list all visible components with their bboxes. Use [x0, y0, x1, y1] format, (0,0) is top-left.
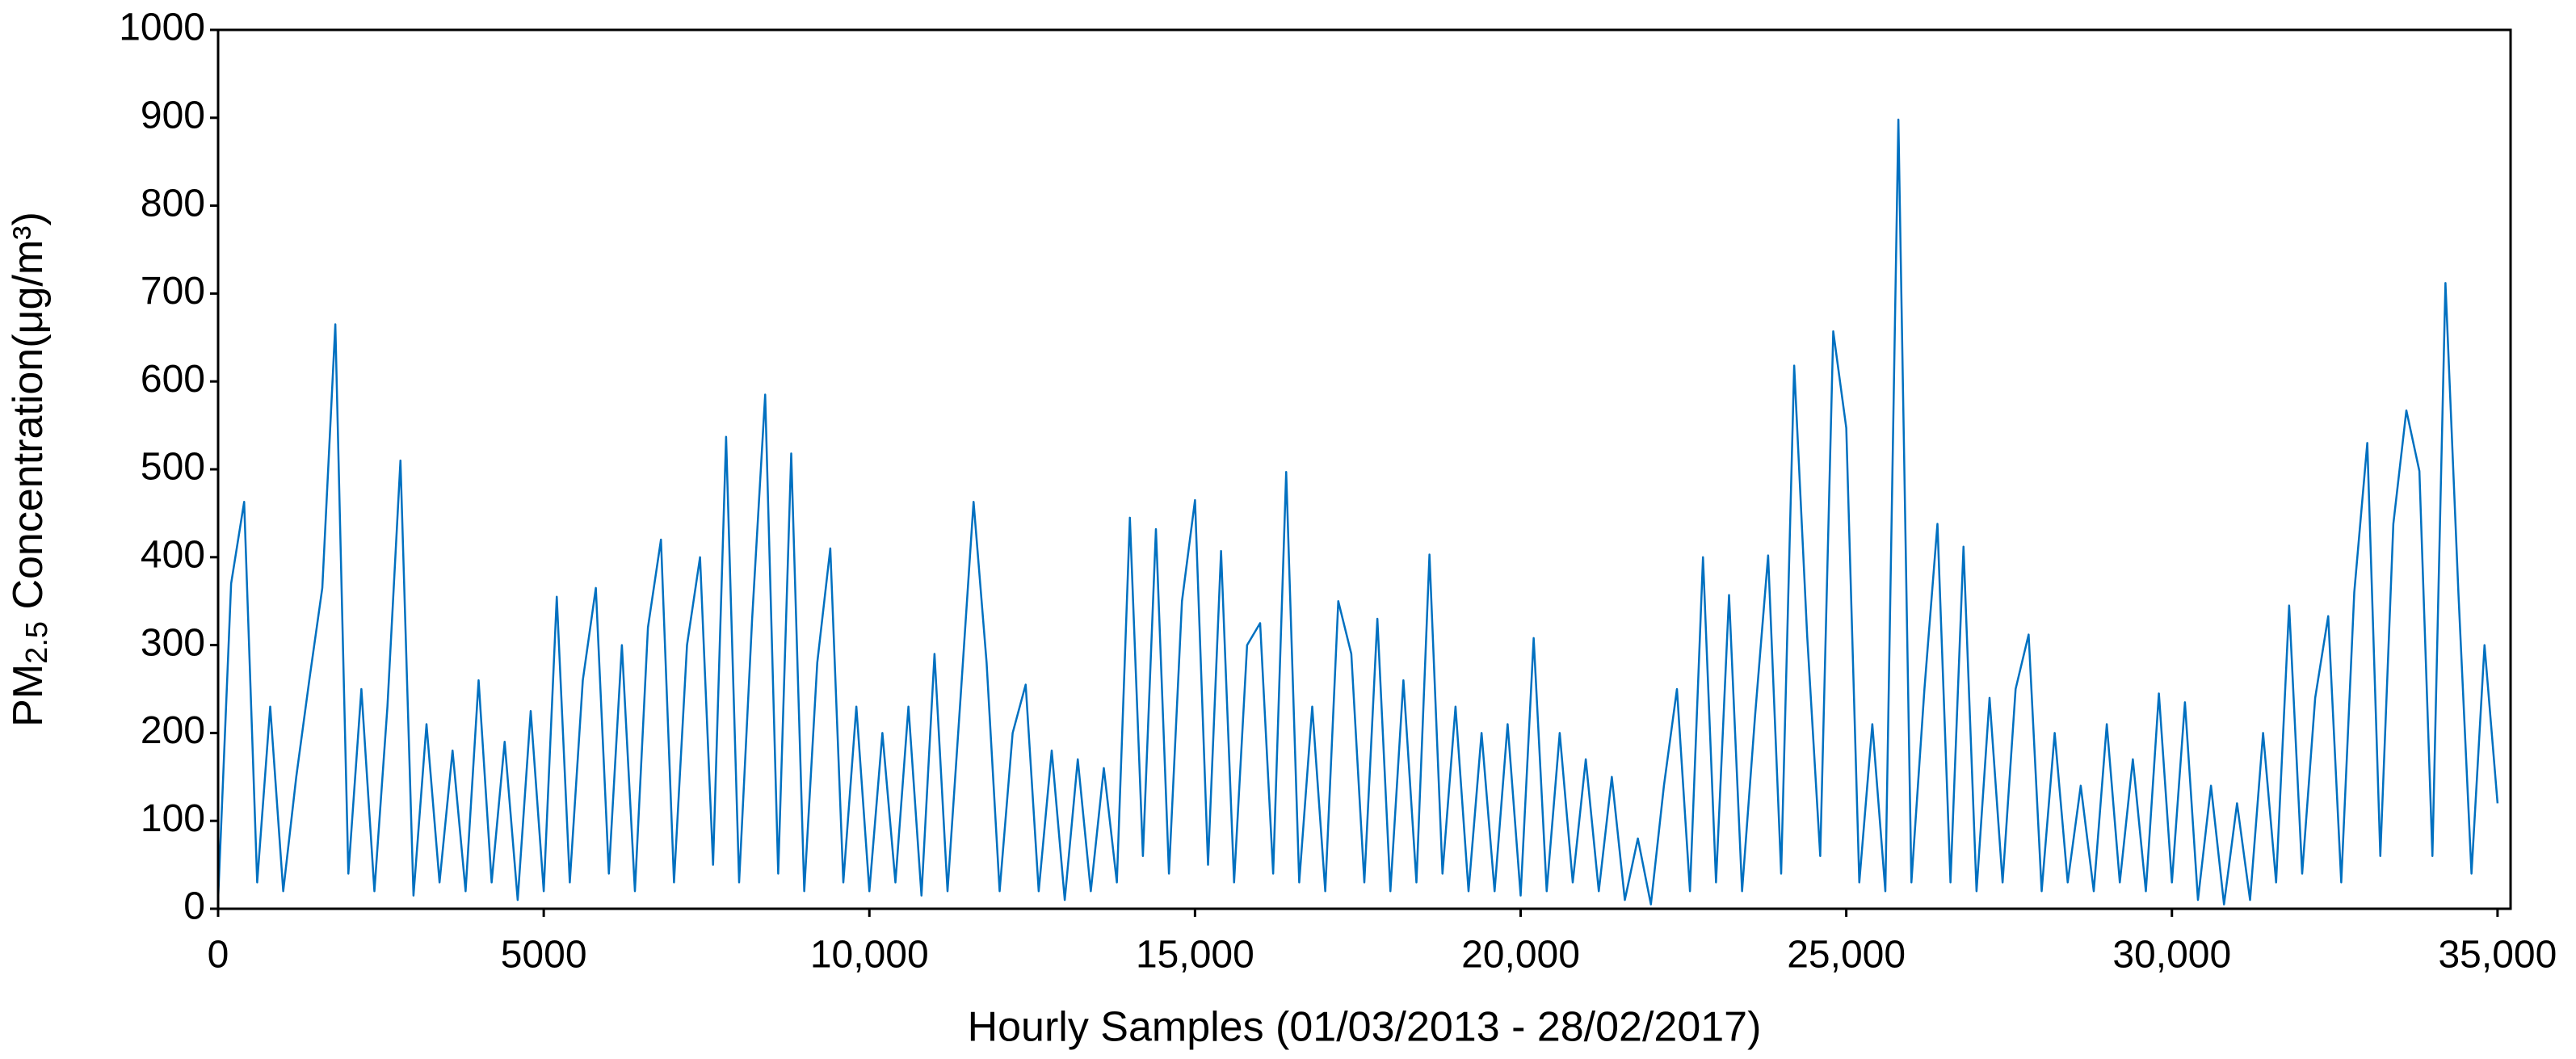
- x-tick-label: 25,000: [1787, 934, 1906, 977]
- y-tick-label: 200: [141, 709, 205, 752]
- y-tick-label: 100: [141, 797, 205, 840]
- y-tick-label: 400: [141, 533, 205, 576]
- y-tick-label: 900: [141, 94, 205, 137]
- y-title-rest: Concentration(μg/m³): [5, 212, 52, 621]
- x-tick-label: 15,000: [1136, 934, 1254, 977]
- y-title-sub: 2.5: [20, 621, 54, 664]
- y-tick-label: 0: [183, 885, 205, 928]
- plot-frame: [216, 28, 2512, 910]
- x-tick-label: 20,000: [1461, 934, 1580, 977]
- data-line: [216, 118, 2499, 906]
- x-tick-label: 10,000: [810, 934, 929, 977]
- y-tick-label: 300: [141, 621, 205, 664]
- y-title-main: PM: [5, 664, 52, 727]
- y-tick-label: 700: [141, 270, 205, 313]
- y-tick-label: 800: [141, 182, 205, 225]
- y-tick-label: 600: [141, 358, 205, 401]
- x-tick-label: 5000: [501, 934, 587, 977]
- x-axis-title: Hourly Samples (01/03/2013 - 28/02/2017): [968, 1004, 1762, 1051]
- x-tick-label: 30,000: [2112, 934, 2231, 977]
- y-tick-label: 1000: [119, 6, 205, 49]
- x-tick-label: 0: [208, 934, 229, 977]
- y-tick-label: 500: [141, 446, 205, 489]
- x-tick-label: 35,000: [2438, 934, 2557, 977]
- y-axis-title: PM2.5 Concentration(μg/m³): [5, 212, 54, 727]
